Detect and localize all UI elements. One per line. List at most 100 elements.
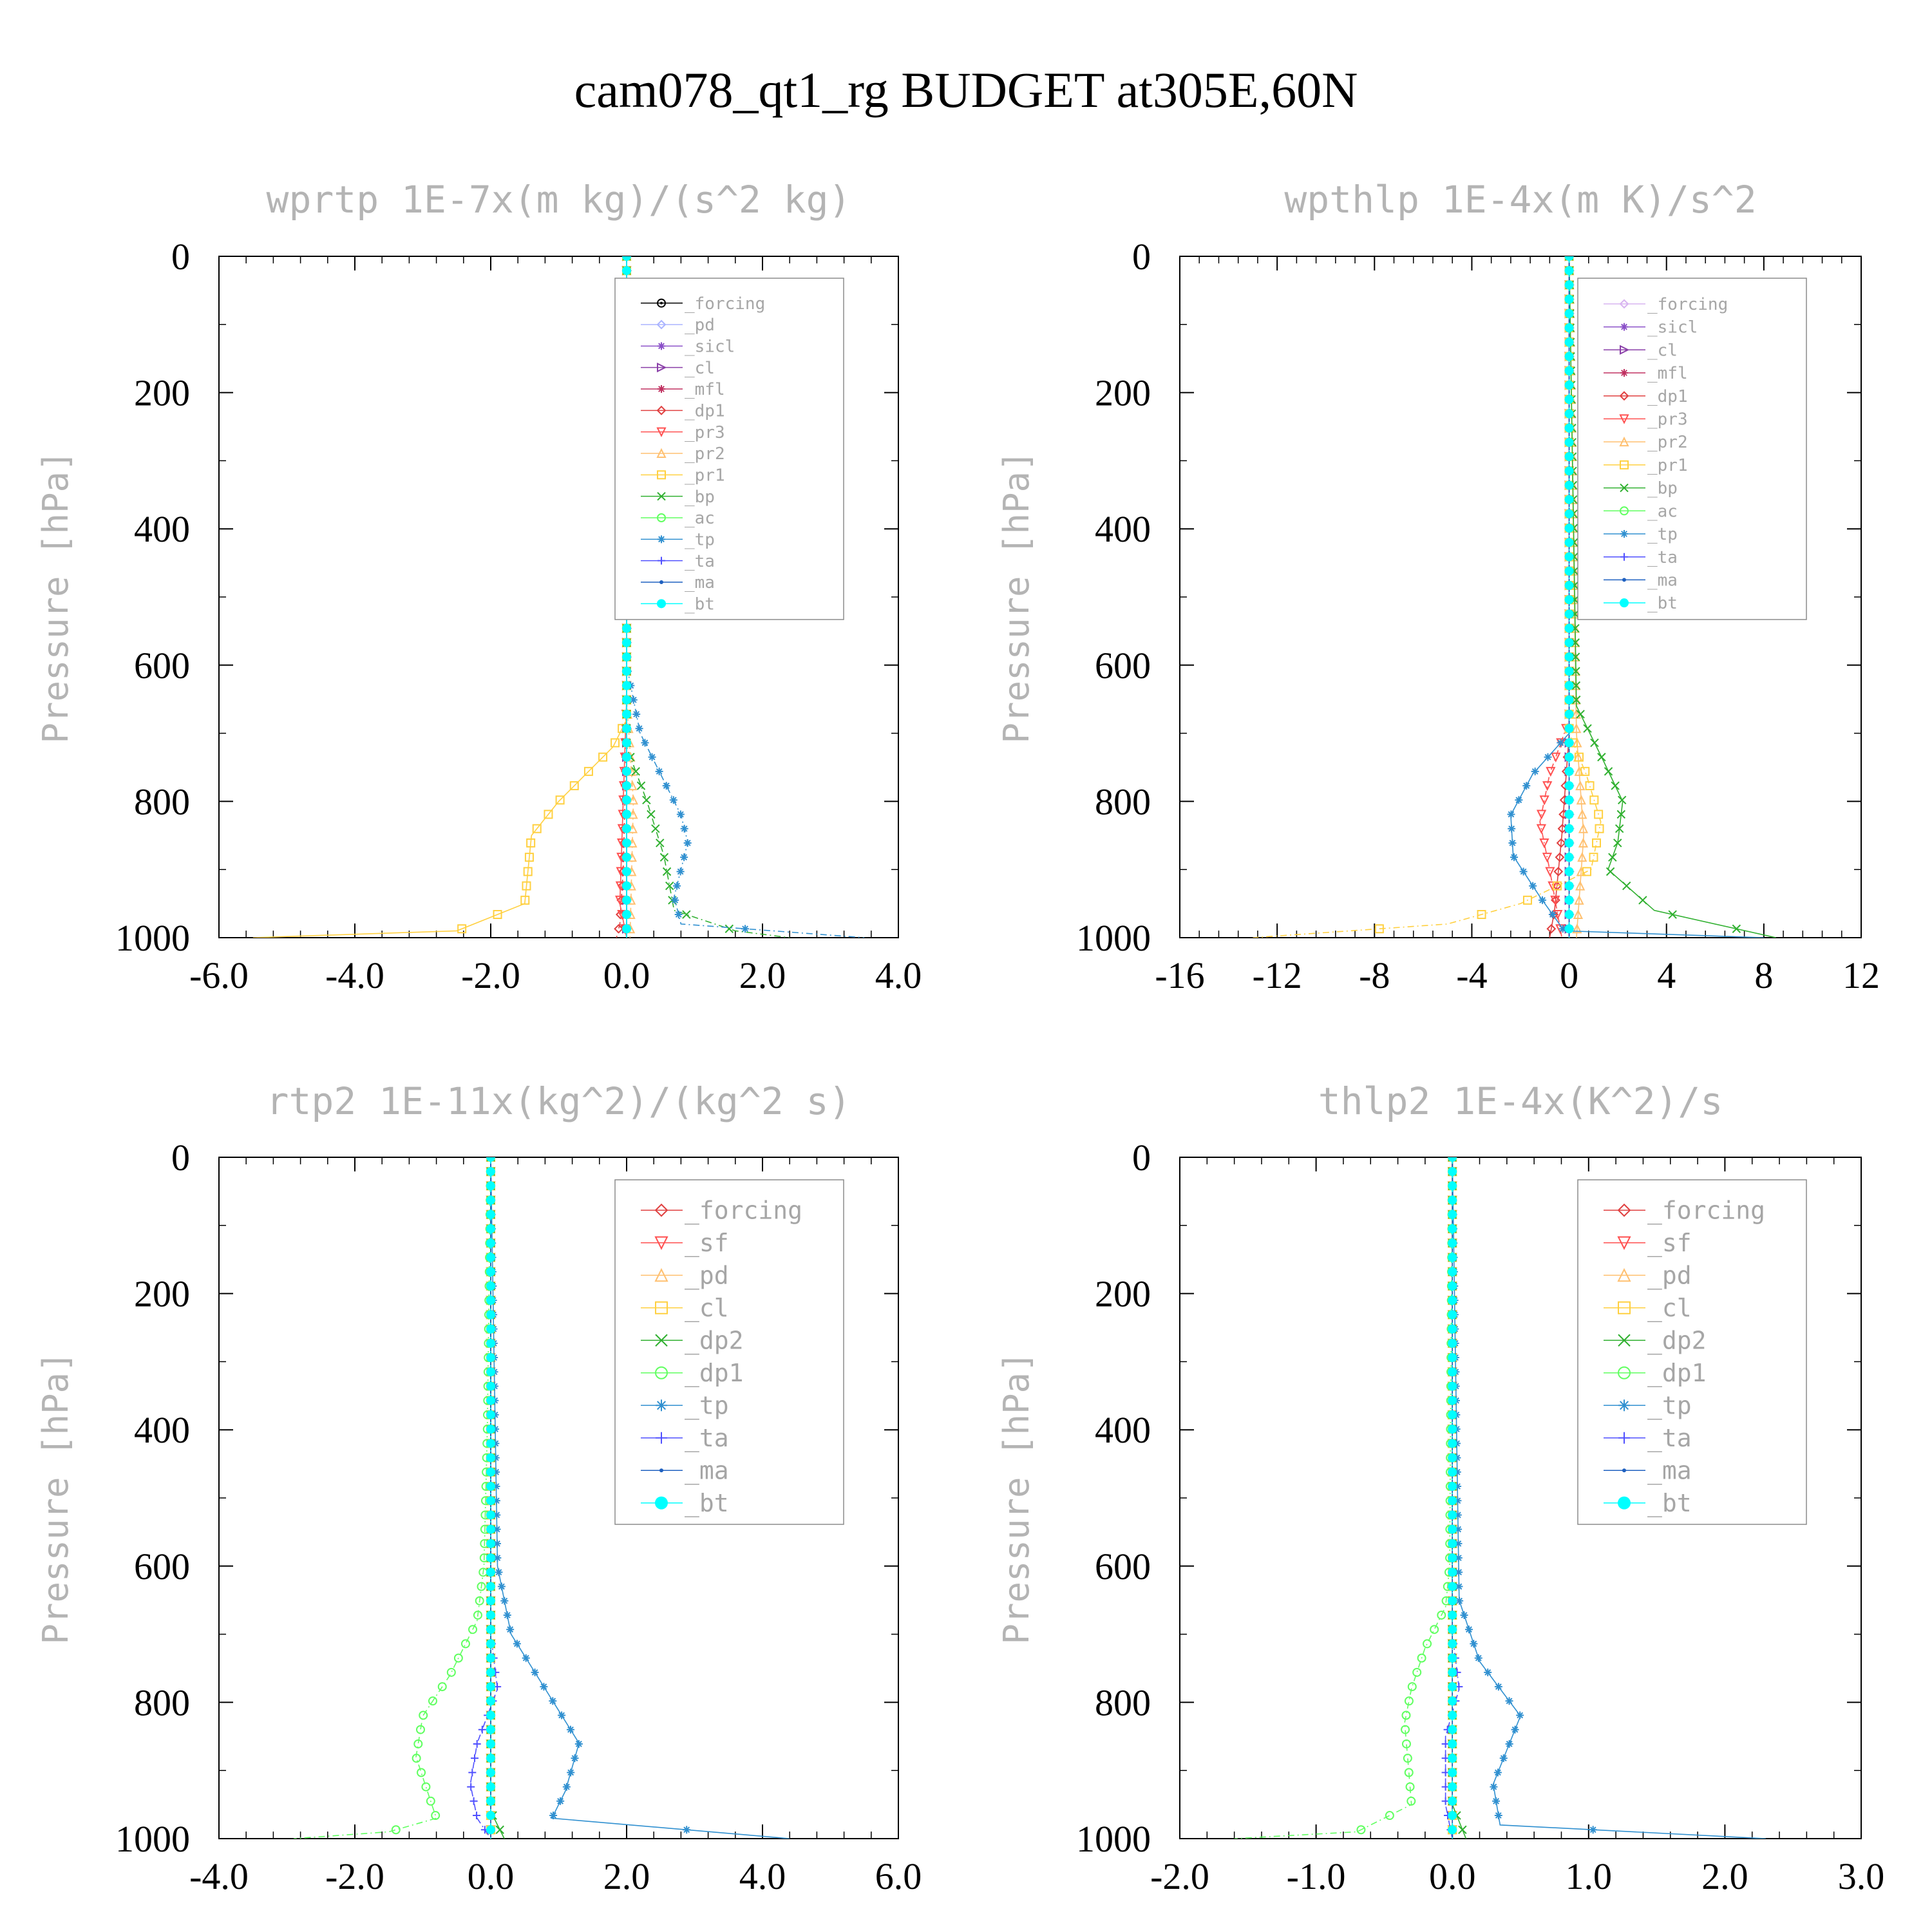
legend-label: _forcing	[1647, 1197, 1765, 1226]
legend-label: _ta	[685, 552, 715, 571]
legend-item: _ma	[641, 1457, 729, 1486]
legend-item: _pr2	[641, 444, 725, 464]
x-tick-label: 2.0	[739, 954, 786, 996]
legend-label: _pr1	[685, 466, 725, 485]
y-tick-label: 800	[1095, 781, 1151, 822]
legend-label: _ma	[1647, 1457, 1692, 1486]
series-line	[626, 256, 790, 938]
legend-item: _tp	[1604, 525, 1678, 544]
x-tick-label: -4	[1456, 954, 1487, 996]
legend-label: _pd	[1647, 1262, 1692, 1291]
y-tick-label: 200	[134, 1273, 190, 1315]
panel-1: wprtp 1E-7x(m kg)/(s^2 kg) Pressure [hPa]…	[35, 178, 922, 996]
legend-label: _sf	[685, 1229, 729, 1258]
legend-label: _tp	[1647, 1392, 1692, 1421]
legend-item: _sf	[641, 1229, 729, 1258]
panel-title: wpthlp 1E-4x(m K)/s^2	[1284, 178, 1756, 222]
legend-item: _dp1	[1604, 387, 1688, 406]
series-bt	[1448, 1157, 1457, 1839]
legend-label: _mfl	[1647, 364, 1688, 383]
series-line	[252, 256, 627, 938]
legend-label: _ma	[1647, 571, 1678, 591]
y-tick-label: 400	[134, 1409, 190, 1451]
legend-item: _pd	[641, 316, 715, 335]
y-tick-label: 600	[1095, 1546, 1151, 1587]
legend-item: _bp	[1604, 479, 1678, 498]
panel-title: rtp2 1E-11x(kg^2)/(kg^2 s)	[267, 1079, 851, 1123]
legend-label: _bp	[685, 488, 715, 507]
legend-item: _ta	[1604, 1424, 1692, 1453]
legend-item: _tp	[1604, 1392, 1692, 1421]
panel-2: wpthlp 1E-4x(m K)/s^2 Pressure [hPa] -16 -1…	[996, 178, 1880, 996]
legend-item: _tp	[641, 1392, 729, 1421]
legend-item: _bt	[1604, 1489, 1692, 1518]
legend-item: _cl	[641, 1294, 729, 1323]
legend-label: _pr3	[685, 423, 725, 442]
legend-item: _dp1	[641, 401, 725, 421]
legend-item: _dp1	[641, 1359, 744, 1388]
series-line	[294, 1157, 491, 1839]
x-tick-label: 0	[1560, 954, 1578, 996]
legend-item: _dp2	[641, 1327, 744, 1356]
y-tick-label: 0	[171, 1137, 190, 1179]
legend-item: _ma	[1604, 1457, 1692, 1486]
x-tick-label: 0.0	[468, 1855, 515, 1897]
x-tick-label: 4.0	[739, 1855, 786, 1897]
legend-item: _forcing	[641, 294, 765, 314]
legend-label: _tp	[1647, 525, 1678, 544]
legend-label: _forcing	[1647, 295, 1728, 314]
figure-title: cam078_qt1_rg BUDGET at305E,60N	[574, 62, 1358, 118]
x-tick-label: -8	[1359, 954, 1390, 996]
x-tick-label: 2.0	[603, 1855, 650, 1897]
legend-box	[614, 278, 844, 620]
x-tick-label: 1.0	[1566, 1855, 1613, 1897]
legend-label: _ma	[685, 1457, 729, 1486]
legend-item: _pr1	[641, 466, 725, 485]
plot-area	[1234, 1157, 1766, 1839]
x-tick-label: 3.0	[1838, 1855, 1885, 1897]
legend-label: _pr2	[685, 444, 725, 464]
panel-3: rtp2 1E-11x(kg^2)/(kg^2 s) Pressure [hPa]…	[35, 1079, 922, 1897]
y-tick-label: 200	[134, 372, 190, 414]
legend-item: _tp	[641, 530, 715, 549]
legend-item: _mfl	[641, 380, 725, 399]
y-tick-label: 800	[1095, 1681, 1151, 1723]
y-tick-label: 400	[1095, 508, 1151, 550]
legend-item: _ma	[641, 573, 715, 592]
x-tick-label: 4	[1657, 954, 1676, 996]
panel-title: wprtp 1E-7x(m kg)/(s^2 kg)	[267, 178, 851, 222]
series-bt	[1564, 256, 1574, 938]
y-tick-label: 1000	[1076, 917, 1151, 959]
x-tick-label: -12	[1252, 954, 1302, 996]
legend-label: _ac	[685, 509, 715, 528]
x-tick-label: -16	[1155, 954, 1204, 996]
legend: _forcing _sicl _cl _mfl _dp1 _pr3 _pr2 _pr1 _bp _…	[1577, 278, 1807, 620]
legend-item: _pr3	[1604, 410, 1688, 430]
legend-label: _pr2	[1647, 433, 1688, 452]
legend-label: _sicl	[1647, 318, 1698, 337]
legend-label: _ta	[685, 1424, 729, 1453]
x-tick-label: -2.0	[1150, 1855, 1209, 1897]
x-tick-label: -4.0	[325, 954, 384, 996]
legend-item: _cl	[641, 359, 715, 378]
y-tick-label: 0	[171, 236, 190, 278]
y-tick-label: 0	[1132, 1137, 1151, 1179]
y-tick-label: 600	[134, 1546, 190, 1587]
legend-label: _dp1	[685, 1359, 744, 1388]
legend-label: _sicl	[685, 337, 735, 356]
legend-label: _ac	[1647, 502, 1678, 521]
legend-item: _ma	[1604, 571, 1678, 591]
y-axis-label: Pressure [hPa]	[35, 1351, 76, 1644]
legend-label: _cl	[685, 359, 715, 378]
plot-area	[1253, 256, 1776, 938]
legend-item: _ta	[1604, 548, 1678, 567]
x-tick-label: 12	[1842, 954, 1880, 996]
legend-label: _ta	[1647, 548, 1678, 567]
legend-label: _dp1	[1647, 387, 1688, 406]
legend-label: _dp2	[1647, 1327, 1707, 1356]
x-tick-label: -4.0	[189, 1855, 249, 1897]
legend-item: _bt	[641, 1489, 729, 1518]
legend-item: _mfl	[1604, 364, 1688, 383]
y-axis-label: Pressure [hPa]	[35, 450, 76, 743]
